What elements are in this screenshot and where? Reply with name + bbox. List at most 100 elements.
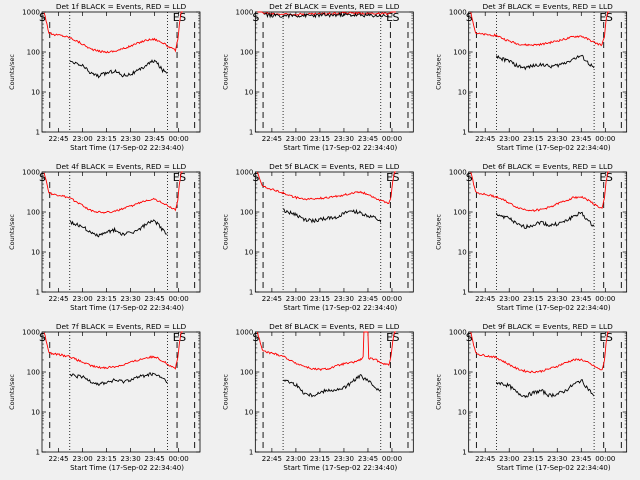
series-line-lld bbox=[43, 171, 183, 214]
x-tick-label: 22:45 bbox=[475, 295, 495, 303]
panel-det-4f: Det 4f BLACK = Events, RED = LLD 1 10 100 10… bbox=[8, 162, 201, 312]
x-axis-label: Start Time (17-Sep-02 22:34:40) bbox=[70, 464, 184, 472]
y-axis-label: Counts/sec bbox=[221, 54, 229, 90]
x-tick-label: 23:00 bbox=[499, 295, 519, 303]
x-tick-label: 23:30 bbox=[547, 455, 567, 463]
y-tick-label: 1 bbox=[462, 449, 466, 457]
series-line-events bbox=[496, 54, 595, 71]
x-tick-label: 23:45 bbox=[358, 135, 378, 143]
chart-title: Det 6f BLACK = Events, RED = LLD bbox=[482, 162, 613, 171]
y-axis-label: Counts/sec bbox=[435, 214, 443, 250]
chart-title: Det 2f BLACK = Events, RED = LLD bbox=[269, 2, 400, 11]
panel-det-9f: Det 9f BLACK = Events, RED = LLD 1 10 100 10… bbox=[435, 322, 628, 472]
y-axis-label: Counts/sec bbox=[8, 214, 16, 250]
y-tick-label: 10 bbox=[458, 89, 467, 97]
y-axis-label: Counts/sec bbox=[435, 54, 443, 90]
event-marker-s: S bbox=[606, 171, 613, 184]
series-line-lld bbox=[470, 11, 610, 47]
event-marker-s: S bbox=[466, 171, 473, 184]
x-tick-label: 22:45 bbox=[262, 455, 282, 463]
x-tick-label: 22:45 bbox=[48, 455, 68, 463]
y-tick-label: 10 bbox=[31, 249, 40, 257]
y-axis-label: Counts/sec bbox=[8, 54, 16, 90]
x-axis-label: Start Time (17-Sep-02 22:34:40) bbox=[497, 304, 611, 312]
series-line-events bbox=[283, 208, 382, 224]
y-tick-label: 10 bbox=[31, 89, 40, 97]
y-tick-label: 100 bbox=[27, 209, 40, 217]
panel-det-8f: Det 8f BLACK = Events, RED = LLD 1 10 100 10… bbox=[221, 322, 414, 472]
event-marker-s: S bbox=[466, 11, 473, 24]
panel-det-3f: Det 3f BLACK = Events, RED = LLD 1 10 100 10… bbox=[435, 2, 628, 152]
x-tick-label: 00:00 bbox=[595, 455, 615, 463]
y-tick-label: 100 bbox=[240, 49, 253, 57]
x-tick-label: 00:00 bbox=[169, 455, 189, 463]
x-tick-label: 22:45 bbox=[475, 455, 495, 463]
chart-title: Det 8f BLACK = Events, RED = LLD bbox=[269, 322, 400, 331]
x-tick-label: 23:00 bbox=[72, 135, 92, 143]
x-tick-label: 23:45 bbox=[358, 455, 378, 463]
x-axis-label: Start Time (17-Sep-02 22:34:40) bbox=[283, 144, 397, 152]
y-tick-label: 1 bbox=[36, 289, 40, 297]
event-marker-s: S bbox=[392, 11, 399, 24]
x-axis-label: Start Time (17-Sep-02 22:34:40) bbox=[497, 144, 611, 152]
y-tick-label: 1000 bbox=[22, 329, 40, 337]
y-tick-label: 1000 bbox=[22, 169, 40, 177]
x-tick-label: 23:15 bbox=[96, 455, 116, 463]
plot-frame bbox=[41, 331, 201, 453]
series-line-events bbox=[69, 219, 168, 238]
event-marker-e: E bbox=[599, 11, 606, 24]
x-tick-label: 23:00 bbox=[286, 455, 306, 463]
y-axis-label: Counts/sec bbox=[8, 374, 16, 410]
y-tick-label: 1 bbox=[36, 449, 40, 457]
event-marker-s: S bbox=[179, 11, 186, 24]
event-marker-e: E bbox=[599, 331, 606, 344]
x-tick-label: 23:15 bbox=[310, 135, 330, 143]
y-tick-label: 1000 bbox=[449, 169, 467, 177]
y-tick-label: 100 bbox=[27, 49, 40, 57]
plot-frame bbox=[254, 331, 414, 453]
panel-det-5f: Det 5f BLACK = Events, RED = LLD 1 10 100 10… bbox=[221, 162, 414, 312]
x-tick-label: 23:45 bbox=[571, 135, 591, 143]
panel-det-2f: Det 2f BLACK = Events, RED = LLD 1 10 100 10… bbox=[221, 2, 414, 152]
x-tick-label: 23:45 bbox=[145, 455, 165, 463]
series-line-lld bbox=[470, 331, 610, 374]
x-tick-label: 00:00 bbox=[169, 295, 189, 303]
x-tick-label: 23:30 bbox=[121, 295, 141, 303]
plot-frame bbox=[254, 171, 414, 293]
panel-det-1f: Det 1f BLACK = Events, RED = LLD 1 10 100 10… bbox=[8, 2, 201, 152]
y-tick-label: 10 bbox=[458, 249, 467, 257]
x-tick-label: 23:15 bbox=[310, 295, 330, 303]
x-tick-label: 23:15 bbox=[523, 135, 543, 143]
event-marker-e: E bbox=[173, 11, 180, 24]
x-tick-label: 23:00 bbox=[499, 135, 519, 143]
event-marker-s: S bbox=[252, 171, 259, 184]
x-tick-label: 22:45 bbox=[48, 135, 68, 143]
x-tick-label: 23:15 bbox=[523, 295, 543, 303]
event-marker-e: E bbox=[173, 171, 180, 184]
event-marker-s: S bbox=[606, 11, 613, 24]
chart-title: Det 1f BLACK = Events, RED = LLD bbox=[56, 2, 187, 11]
y-tick-label: 1000 bbox=[449, 9, 467, 17]
y-axis-label: Counts/sec bbox=[221, 214, 229, 250]
event-marker-s: S bbox=[606, 331, 613, 344]
x-tick-label: 00:00 bbox=[169, 135, 189, 143]
x-axis-label: Start Time (17-Sep-02 22:34:40) bbox=[70, 144, 184, 152]
event-marker-s: S bbox=[392, 331, 399, 344]
x-tick-label: 23:30 bbox=[334, 455, 354, 463]
x-tick-label: 23:30 bbox=[121, 455, 141, 463]
series-line-events bbox=[69, 59, 168, 79]
x-tick-label: 23:00 bbox=[72, 455, 92, 463]
y-axis-label: Counts/sec bbox=[221, 374, 229, 410]
event-marker-s: S bbox=[39, 11, 46, 24]
x-tick-label: 22:45 bbox=[262, 135, 282, 143]
y-tick-label: 1000 bbox=[22, 9, 40, 17]
series-line-events bbox=[496, 379, 595, 399]
x-tick-label: 23:30 bbox=[547, 135, 567, 143]
series-line-events bbox=[263, 11, 389, 19]
y-tick-label: 1 bbox=[462, 289, 466, 297]
series-line-lld bbox=[470, 171, 610, 212]
x-tick-label: 23:15 bbox=[523, 455, 543, 463]
x-tick-label: 00:00 bbox=[382, 455, 402, 463]
x-tick-label: 23:30 bbox=[334, 135, 354, 143]
x-tick-label: 00:00 bbox=[595, 135, 615, 143]
